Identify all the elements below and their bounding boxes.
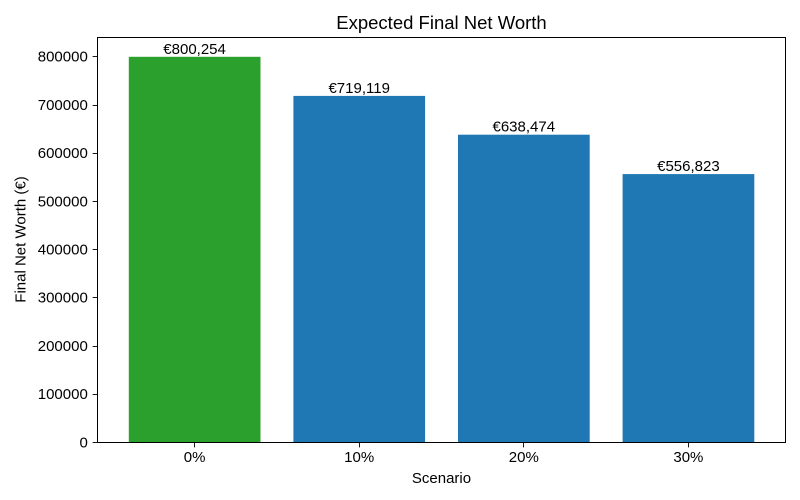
svg-text:700000: 700000 (38, 97, 88, 114)
svg-text:€800,254: €800,254 (163, 41, 226, 58)
svg-text:€719,119: €719,119 (328, 80, 389, 97)
svg-text:€556,823: €556,823 (657, 158, 720, 175)
svg-text:100000: 100000 (38, 386, 88, 403)
svg-text:600000: 600000 (38, 145, 88, 162)
svg-text:Expected Final Net Worth: Expected Final Net Worth (336, 12, 546, 33)
svg-text:500000: 500000 (38, 193, 88, 210)
svg-text:20%: 20% (509, 449, 539, 466)
svg-text:€638,474: €638,474 (493, 119, 556, 136)
svg-text:0: 0 (79, 434, 87, 451)
svg-text:400000: 400000 (38, 242, 88, 259)
svg-text:Final Net Worth (€): Final Net Worth (€) (13, 176, 30, 302)
svg-text:10%: 10% (344, 449, 374, 466)
svg-text:300000: 300000 (38, 290, 88, 307)
svg-text:30%: 30% (673, 449, 703, 466)
svg-text:800000: 800000 (38, 49, 88, 66)
svg-text:Scenario: Scenario (412, 470, 471, 487)
svg-text:0%: 0% (184, 449, 206, 466)
svg-text:200000: 200000 (38, 338, 88, 355)
